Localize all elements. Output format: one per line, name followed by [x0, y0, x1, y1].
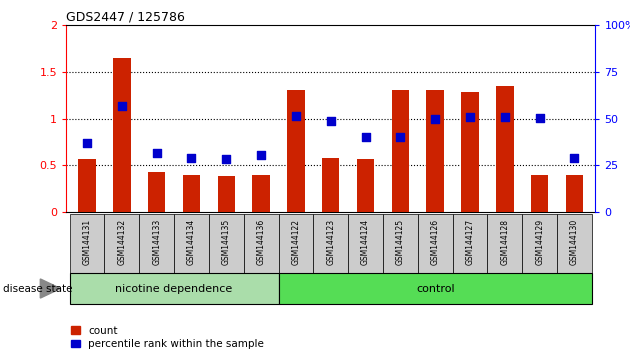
- Polygon shape: [40, 279, 60, 298]
- Point: [535, 115, 545, 120]
- Text: GSM144131: GSM144131: [83, 219, 91, 265]
- Bar: [148, 172, 165, 212]
- Text: disease state: disease state: [3, 284, 72, 293]
- Text: GSM144128: GSM144128: [500, 219, 509, 265]
- Bar: [357, 159, 374, 212]
- Text: GSM144122: GSM144122: [292, 219, 301, 265]
- Bar: [105, 214, 139, 273]
- Text: GSM144134: GSM144134: [187, 219, 196, 265]
- Text: GSM144136: GSM144136: [256, 219, 266, 265]
- Point: [326, 119, 336, 124]
- Text: GSM144129: GSM144129: [535, 219, 544, 265]
- Point: [500, 114, 510, 120]
- Point: [82, 140, 92, 146]
- Text: GSM144127: GSM144127: [466, 219, 474, 265]
- Point: [291, 113, 301, 119]
- Text: GSM144132: GSM144132: [117, 219, 127, 265]
- Text: GSM144125: GSM144125: [396, 219, 405, 265]
- Text: GSM144130: GSM144130: [570, 219, 579, 265]
- Bar: [183, 175, 200, 212]
- Bar: [566, 175, 583, 212]
- Bar: [496, 86, 513, 212]
- Text: control: control: [416, 284, 454, 293]
- Bar: [278, 214, 313, 273]
- Text: GDS2447 / 125786: GDS2447 / 125786: [66, 11, 185, 24]
- Bar: [383, 214, 418, 273]
- Bar: [78, 159, 96, 212]
- Point: [396, 135, 406, 140]
- Bar: [278, 273, 592, 304]
- Point: [430, 116, 440, 121]
- Bar: [392, 90, 409, 212]
- Bar: [244, 214, 278, 273]
- Text: GSM144133: GSM144133: [152, 219, 161, 265]
- Point: [360, 135, 370, 140]
- Bar: [557, 214, 592, 273]
- Bar: [348, 214, 383, 273]
- Point: [221, 156, 231, 162]
- Bar: [113, 58, 130, 212]
- Text: GSM144126: GSM144126: [431, 219, 440, 265]
- Bar: [209, 214, 244, 273]
- Bar: [217, 176, 235, 212]
- Bar: [427, 90, 444, 212]
- Bar: [313, 214, 348, 273]
- Bar: [139, 214, 174, 273]
- Text: GSM144135: GSM144135: [222, 219, 231, 265]
- Legend: count, percentile rank within the sample: count, percentile rank within the sample: [71, 326, 264, 349]
- Bar: [287, 90, 305, 212]
- Bar: [70, 273, 278, 304]
- Text: GSM144124: GSM144124: [361, 219, 370, 265]
- Point: [117, 104, 127, 109]
- Bar: [461, 92, 479, 212]
- Bar: [70, 214, 105, 273]
- Text: nicotine dependence: nicotine dependence: [115, 284, 232, 293]
- Bar: [322, 158, 340, 212]
- Point: [186, 155, 197, 161]
- Bar: [522, 214, 557, 273]
- Bar: [531, 175, 548, 212]
- Bar: [452, 214, 488, 273]
- Bar: [174, 214, 209, 273]
- Point: [256, 152, 266, 158]
- Point: [465, 114, 475, 120]
- Bar: [253, 175, 270, 212]
- Text: GSM144123: GSM144123: [326, 219, 335, 265]
- Point: [570, 155, 580, 161]
- Bar: [418, 214, 452, 273]
- Bar: [488, 214, 522, 273]
- Point: [152, 150, 162, 156]
